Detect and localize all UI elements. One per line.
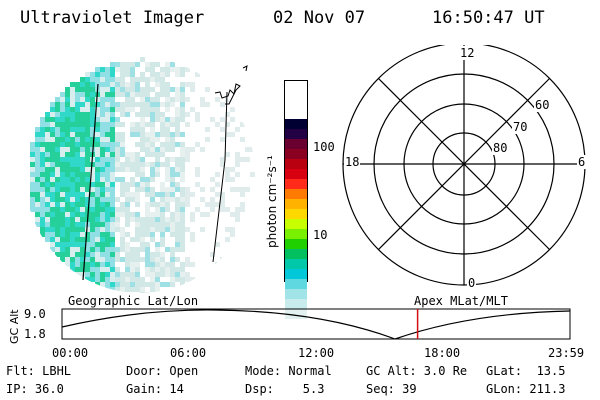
limb-line bbox=[212, 91, 228, 263]
mlt-label-0: 0 bbox=[467, 276, 477, 290]
colorbar-unit-label: photon cm⁻²s⁻¹ bbox=[265, 155, 279, 248]
status-gain: Gain: 14 bbox=[126, 382, 184, 396]
status-gc-alt: GC Alt: 3.0 Re bbox=[366, 364, 468, 378]
colorbar-tick-10: 10 bbox=[313, 228, 328, 242]
auroral-emission-pixels bbox=[30, 57, 255, 293]
mlat-label-70: 70 bbox=[512, 120, 529, 134]
colorbar-segment bbox=[285, 269, 307, 279]
colorbar-segment bbox=[285, 209, 307, 219]
mlt-label-18: 18 bbox=[344, 155, 361, 169]
date-label: 02 Nov 07 bbox=[273, 8, 366, 28]
y-tick-9: 9.0 bbox=[24, 307, 46, 321]
timeline-frame bbox=[61, 308, 571, 340]
status-dsp: Dsp: 5.3 bbox=[245, 382, 325, 396]
x-tick-1200: 12:00 bbox=[298, 346, 335, 360]
gc-alt-axis-label: GC Alt bbox=[8, 309, 21, 344]
colorbar-segment bbox=[285, 199, 307, 209]
geographic-label: Geographic Lat/Lon bbox=[68, 294, 199, 308]
status-mode: Mode: Normal bbox=[245, 364, 332, 378]
time-label: 16:50:47 UT bbox=[432, 8, 545, 28]
status-glat: GLat: 13.5 bbox=[486, 364, 566, 378]
colorbar-segment bbox=[285, 219, 307, 229]
colorbar-segment bbox=[285, 289, 307, 299]
status-door: Door: Open bbox=[126, 364, 199, 378]
apex-label: Apex MLat/MLT bbox=[414, 294, 508, 308]
svg-text:GC Alt: GC Alt bbox=[8, 309, 21, 344]
colorbar-segment bbox=[285, 249, 307, 259]
x-tick-2359: 23:59 bbox=[548, 346, 585, 360]
colorbar-tick-100: 100 bbox=[313, 140, 335, 154]
status-glon: GLon: 211.3 bbox=[486, 382, 566, 396]
x-tick-1800: 18:00 bbox=[424, 346, 461, 360]
mlat-label-60: 60 bbox=[534, 98, 551, 112]
polar-diagonal-2 bbox=[378, 78, 550, 250]
x-tick-0600: 06:00 bbox=[170, 346, 207, 360]
instrument-title: Ultraviolet Imager bbox=[20, 8, 205, 28]
coastline-small bbox=[242, 65, 248, 72]
colorbar-segment bbox=[285, 189, 307, 199]
status-filter: Flt: LBHL bbox=[6, 364, 72, 378]
mlat-label-80: 80 bbox=[492, 141, 509, 155]
svg-text:photon cm⁻²s⁻¹: photon cm⁻²s⁻¹ bbox=[265, 155, 279, 248]
colorbar-segment bbox=[285, 229, 307, 239]
colorbar-segment bbox=[285, 169, 307, 179]
colorbar-segment bbox=[285, 139, 307, 149]
colorbar-segment bbox=[285, 239, 307, 249]
colorbar-segment bbox=[285, 309, 307, 319]
color-scale-bar bbox=[284, 80, 308, 319]
colorbar-segment bbox=[285, 159, 307, 169]
colorbar-segment bbox=[285, 179, 307, 189]
x-tick-0000: 00:00 bbox=[52, 346, 89, 360]
coastline bbox=[214, 83, 241, 105]
colorbar-segment bbox=[285, 129, 307, 139]
mlt-label-12: 12 bbox=[458, 46, 477, 60]
mlt-label-6: 6 bbox=[577, 155, 587, 169]
colorbar-segment bbox=[285, 259, 307, 269]
colorbar-segment bbox=[285, 279, 307, 289]
colorbar-segment bbox=[285, 119, 307, 129]
status-ip: IP: 36.0 bbox=[6, 382, 64, 396]
colorbar-segment bbox=[285, 149, 307, 159]
meridian-line bbox=[82, 83, 99, 281]
colorbar-segment bbox=[285, 299, 307, 309]
y-tick-1.8: 1.8 bbox=[24, 327, 46, 341]
status-seq: Seq: 39 bbox=[366, 382, 417, 396]
altitude-curve bbox=[61, 309, 571, 340]
